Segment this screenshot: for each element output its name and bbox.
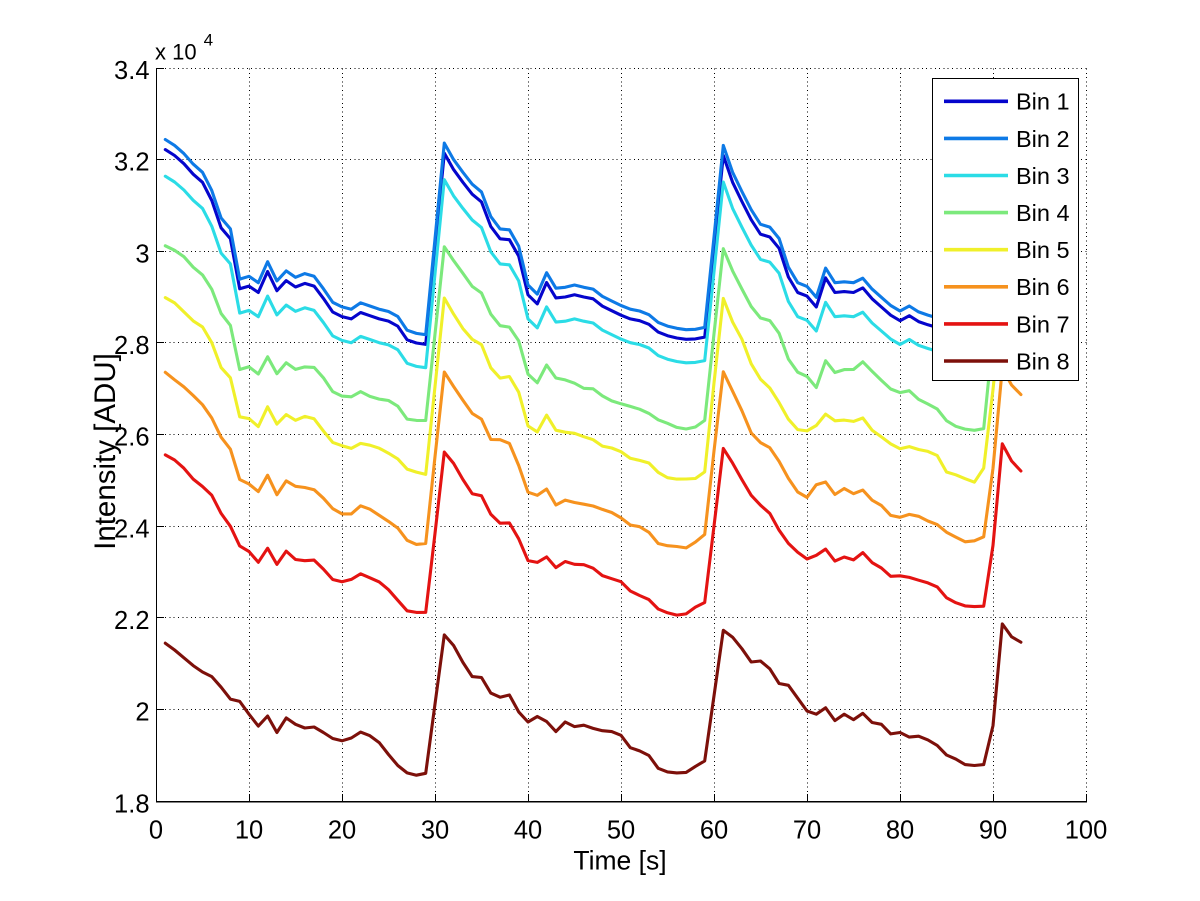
svg-text:2: 2 xyxy=(135,699,149,727)
svg-text:Bin 4: Bin 4 xyxy=(1016,200,1070,226)
svg-text:60: 60 xyxy=(700,817,728,845)
svg-text:20: 20 xyxy=(328,817,356,845)
svg-text:Intensity [ADU]: Intensity [ADU] xyxy=(89,353,122,550)
svg-text:Bin 6: Bin 6 xyxy=(1016,274,1070,300)
svg-text:40: 40 xyxy=(514,817,542,845)
svg-text:80: 80 xyxy=(886,817,914,845)
svg-text:2.8: 2.8 xyxy=(114,332,149,360)
svg-text:Bin 8: Bin 8 xyxy=(1016,348,1070,374)
svg-text:Bin 1: Bin 1 xyxy=(1016,89,1070,115)
svg-text:0: 0 xyxy=(149,817,163,845)
svg-text:2.2: 2.2 xyxy=(114,607,149,635)
svg-text:3.2: 3.2 xyxy=(114,149,149,177)
svg-text:3.4: 3.4 xyxy=(114,57,149,85)
svg-text:100: 100 xyxy=(1065,817,1108,845)
svg-text:Time [s]: Time [s] xyxy=(573,846,666,876)
svg-text:3: 3 xyxy=(135,240,149,268)
svg-text:Bin 5: Bin 5 xyxy=(1016,237,1070,263)
svg-text:70: 70 xyxy=(793,817,821,845)
svg-text:Bin 3: Bin 3 xyxy=(1016,163,1070,189)
svg-text:50: 50 xyxy=(607,817,635,845)
svg-text:2.6: 2.6 xyxy=(114,424,149,452)
svg-text:1.8: 1.8 xyxy=(114,790,149,818)
svg-text:30: 30 xyxy=(421,817,449,845)
svg-text:Bin 2: Bin 2 xyxy=(1016,126,1070,152)
svg-text:10: 10 xyxy=(235,817,263,845)
svg-text:2.4: 2.4 xyxy=(114,515,149,543)
svg-text:90: 90 xyxy=(979,817,1007,845)
svg-text:Bin 7: Bin 7 xyxy=(1016,311,1070,337)
